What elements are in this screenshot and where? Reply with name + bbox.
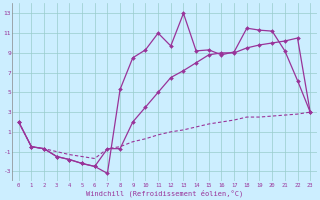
X-axis label: Windchill (Refroidissement éolien,°C): Windchill (Refroidissement éolien,°C) xyxy=(86,189,243,197)
